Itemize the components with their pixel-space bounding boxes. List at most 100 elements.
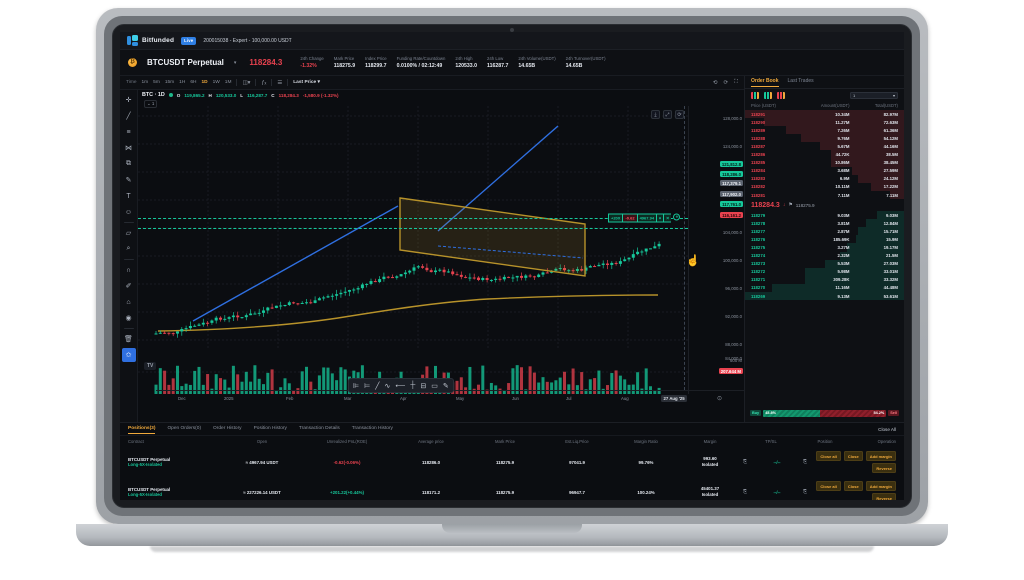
positions-tab[interactable]: Positions(3) (128, 425, 156, 434)
text-icon[interactable]: T (126, 192, 131, 200)
bids-list[interactable]: 118279 9.03M 9.03M 118278 3.81M 12.84M 1… (745, 211, 904, 301)
edit-margin-icon[interactable]: ⎘ (743, 489, 748, 495)
horizontal-lines-icon[interactable]: ≡ (126, 128, 131, 136)
eye-icon[interactable]: ◉ (125, 315, 132, 322)
interval-1W[interactable]: 1W (212, 80, 220, 85)
positions-tab[interactable]: Order History (213, 425, 242, 431)
order-book-row[interactable]: 118282 10.11M 17.22M (745, 182, 904, 191)
order-book-row[interactable]: 118273 5.53M 27.03M (745, 259, 904, 268)
brackets-icon[interactable]: ⧉ (126, 160, 131, 167)
eraser-icon[interactable]: ✐ (125, 283, 132, 290)
interval-1M[interactable]: 1M (224, 80, 232, 85)
both-depth-icon[interactable] (751, 91, 759, 99)
pause-icon[interactable]: ⏸ (656, 213, 664, 223)
order-book-row[interactable]: 118274 2.32M 21.5M (745, 251, 904, 260)
grouping-select[interactable]: 1 ▾ (850, 91, 898, 99)
crosshair-icon[interactable]: ✛ (125, 97, 132, 104)
favorites-icon[interactable]: ✩ (121, 348, 136, 362)
align-right-icon[interactable]: ⊨ (364, 382, 371, 390)
reverse-button[interactable]: Reverse (872, 493, 896, 500)
positions-tab[interactable]: Transaction Details (298, 425, 340, 431)
table-row[interactable]: BTCUSDT Perpetual Long-5X-Isolated ≈ 227… (120, 477, 904, 500)
order-book-row[interactable]: 118285 10.86M 38.45M (745, 158, 904, 167)
asks-list[interactable]: 118291 10.34M 82.97M 118290 11.27M 72.63… (745, 110, 904, 200)
interval-1H[interactable]: 1H (179, 80, 186, 85)
vertical-line-icon[interactable]: ┼ (410, 382, 416, 389)
table-row[interactable]: BTCUSDT Perpetual Long-5X-Isolated ≈ 496… (120, 447, 904, 477)
order-book-row[interactable]: 118286 44.72K 38.5M (745, 150, 904, 159)
order-book-row[interactable]: 118289 7.26M 61.36M (745, 126, 904, 135)
order-book-row[interactable]: 118272 5.98M 33.01M (745, 267, 904, 276)
close-all-row-button[interactable]: Close all (816, 451, 841, 461)
zoom-icon[interactable]: ⌕ (126, 245, 131, 252)
order-book-row[interactable]: 118288 9.76M 54.12M (745, 134, 904, 143)
refresh-icon[interactable]: ⟳ (723, 79, 729, 86)
interval-15m[interactable]: 15m (164, 80, 175, 85)
order-book-tab[interactable]: Order Book (751, 78, 779, 87)
download-icon[interactable]: ⤓ (651, 110, 660, 119)
order-book-row[interactable]: 118281 7.11M 7.11M (745, 190, 904, 200)
order-book-row[interactable]: 118284 3.68M 27.59M (745, 166, 904, 175)
trend-line-icon[interactable]: ╱ (375, 382, 380, 390)
magnet-icon[interactable]: ∩ (125, 266, 132, 274)
lock-icon[interactable]: ⌂ (126, 298, 131, 306)
reverse-button[interactable]: Reverse (872, 463, 896, 473)
order-book-tab[interactable]: Last Trades (787, 78, 814, 84)
positions-tab[interactable]: Open Orders(0) (167, 425, 202, 431)
chart-canvas[interactable]: +20X -0.62 4967.94 ⏸ ✕ + ☝ 128,000.0 124,… (138, 106, 744, 406)
fx-icon[interactable]: ƒₓ (261, 79, 267, 86)
interval-5m[interactable]: 5m (153, 80, 160, 85)
positions-tab[interactable]: Transaction History (351, 425, 393, 431)
order-book-row[interactable]: 118270 11.16M 44.48M (745, 283, 904, 292)
add-margin-button[interactable]: Add margin (865, 481, 896, 491)
interval-1m[interactable]: 1m (141, 80, 149, 85)
order-book-row[interactable]: 118276 185.69K 15.9M (745, 235, 904, 244)
plus-icon[interactable]: + (673, 213, 681, 221)
list-icon[interactable]: ☰ (277, 79, 283, 86)
order-book-row[interactable]: 118283 6.9M 24.12M (745, 174, 904, 183)
positions-tab[interactable]: Position History (253, 425, 287, 431)
position-overlay-badge[interactable]: +20X -0.62 4967.94 ⏸ ✕ + (608, 213, 681, 223)
compress-icon[interactable]: ⤢ (663, 110, 672, 119)
trendline-icon[interactable]: ╱ (126, 113, 131, 120)
edit-margin-icon[interactable]: ⎘ (743, 459, 748, 465)
asks-depth-icon[interactable] (777, 91, 785, 99)
account-label[interactable]: 200015038 - Expert - 100,000.00 USDT (203, 37, 292, 44)
rectangle-icon[interactable]: ▭ (431, 382, 438, 390)
symbol-label[interactable]: BTCUSDT Perpetual (147, 58, 224, 67)
bids-depth-icon[interactable] (764, 91, 772, 99)
close-row-button[interactable]: Close (843, 481, 863, 491)
price-axis[interactable]: 128,000.0124,000.0108,000.0104,000.0100,… (688, 106, 744, 394)
close-row-button[interactable]: Close (843, 451, 863, 461)
order-book-row[interactable]: 118269 9.13M 53.61M (745, 291, 904, 301)
arrow-icon[interactable]: ⟵ (395, 382, 406, 390)
undo-icon[interactable]: ⟲ (712, 79, 718, 86)
interval-6H[interactable]: 6H (190, 80, 197, 85)
align-left-icon[interactable]: ⊫ (353, 382, 360, 390)
order-book-row[interactable]: 118291 10.34M 82.97M (745, 110, 904, 119)
refresh-chart-icon[interactable]: ⟳ (675, 110, 684, 119)
zigzag-icon[interactable]: ∿ (384, 382, 391, 390)
chevron-down-icon[interactable]: ▾ (233, 59, 237, 66)
close-all-row-button[interactable]: Close all (816, 481, 841, 491)
brand-logo[interactable]: Bitfunded (127, 35, 174, 46)
fullscreen-icon[interactable]: ⛶ (734, 79, 738, 85)
order-book-row[interactable]: 118271 309.28K 33.32M (745, 275, 904, 284)
chart-settings-icon[interactable]: ⊙ (716, 396, 722, 402)
order-book-row[interactable]: 118275 3.27M 19.17M (745, 243, 904, 252)
close-icon[interactable]: ✕ (663, 213, 672, 223)
tradingview-logo[interactable]: TV (144, 362, 157, 370)
price-pane[interactable] (138, 106, 688, 348)
floating-draw-toolbar[interactable]: ⊫ ⊨ ╱ ∿ ⟵ ┼ ⊟ ▭ ✎ (348, 378, 454, 393)
edit-tpsl-icon[interactable]: ⎘ (803, 459, 808, 465)
add-margin-button[interactable]: Add margin (865, 451, 896, 461)
trash-icon[interactable]: 🗑 (124, 336, 133, 343)
pitchfork-icon[interactable]: ⋈ (125, 145, 132, 152)
order-book-row[interactable]: 118287 5.67M 44.16M (745, 142, 904, 151)
close-all-button[interactable]: Close All (878, 426, 896, 432)
edit-tpsl-icon[interactable]: ⎘ (803, 489, 808, 495)
last-price-mode[interactable]: Last Price ▾ (293, 80, 320, 85)
order-book-row[interactable]: 118279 9.03M 9.03M (745, 211, 904, 220)
parallel-channel-icon[interactable]: ⊟ (420, 382, 427, 390)
candle-style-icon[interactable]: ◫▾ (242, 79, 251, 86)
